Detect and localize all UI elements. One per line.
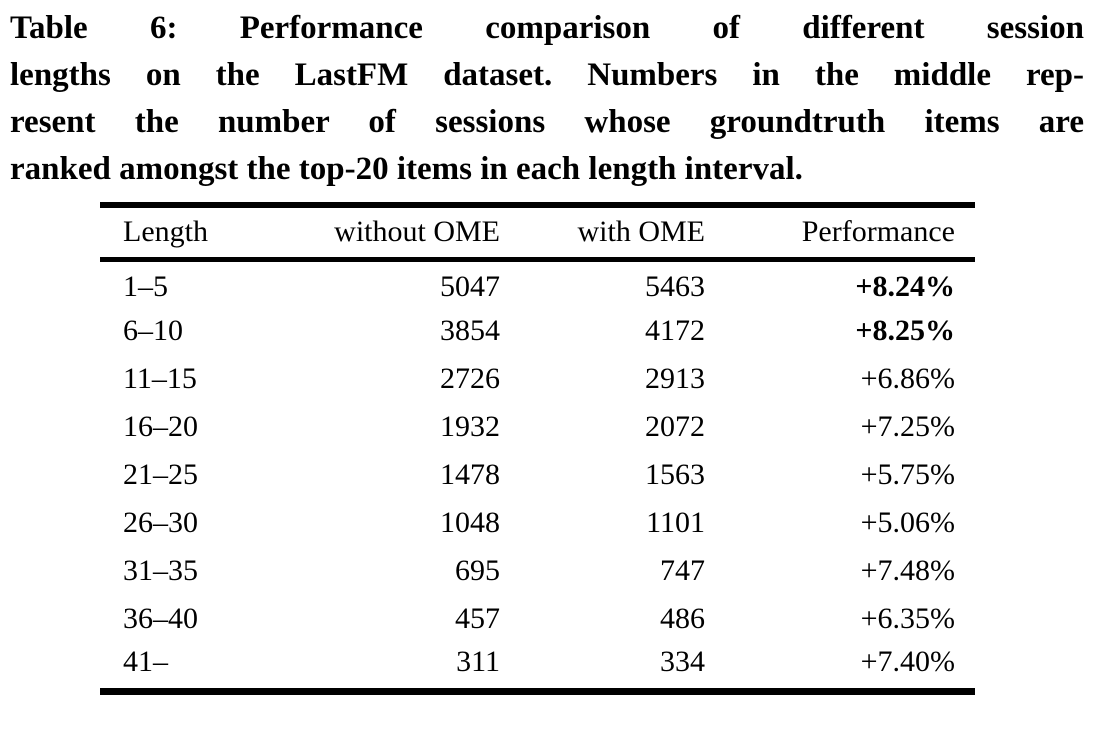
cell-performance: +6.35% xyxy=(860,602,955,635)
table-caption-line-3: resent the number of sessions whose grou… xyxy=(10,104,1084,140)
cell-length: 11–15 xyxy=(123,362,197,395)
cell-performance: +8.24% xyxy=(855,270,955,304)
table-row: 16–20 1932 2072 +7.25% xyxy=(100,403,975,451)
cell-performance: +5.75% xyxy=(860,458,955,491)
table-row: 1–5 5047 5463 +8.24% xyxy=(100,259,975,307)
cell-performance: +7.25% xyxy=(860,410,955,443)
cell-with-ome: 334 xyxy=(660,645,705,679)
table-row: 36–40 457 486 +6.35% xyxy=(100,595,975,643)
column-header-length: Length xyxy=(123,215,208,249)
table-caption-line-4: ranked amongst the top-20 items in each … xyxy=(10,151,803,187)
cell-length: 21–25 xyxy=(123,458,198,491)
table-caption: Table 6: Performance comparison of diffe… xyxy=(10,5,1084,193)
cell-length: 26–30 xyxy=(123,506,198,539)
cell-with-ome: 2913 xyxy=(645,362,705,395)
table-row: 31–35 695 747 +7.48% xyxy=(100,547,975,595)
table-caption-line-2: lengths on the LastFM dataset. Numbers i… xyxy=(10,57,1084,93)
cell-performance: +6.86% xyxy=(860,362,955,395)
cell-performance: +8.25% xyxy=(855,314,955,347)
cell-without-ome: 1478 xyxy=(440,458,500,491)
cell-without-ome: 457 xyxy=(455,602,500,635)
table-row: 26–30 1048 1101 +5.06% xyxy=(100,499,975,547)
cell-without-ome: 311 xyxy=(456,645,500,679)
cell-performance: +5.06% xyxy=(860,506,955,539)
results-table-container: Length without OME with OME Performance … xyxy=(100,202,975,695)
cell-length: 36–40 xyxy=(123,602,198,635)
table-caption-line-1: Table 6: Performance comparison of diffe… xyxy=(10,10,1084,46)
column-header-with-ome: with OME xyxy=(577,215,706,249)
cell-length: 6–10 xyxy=(123,314,183,347)
cell-with-ome: 747 xyxy=(660,554,705,587)
table-header: Length without OME with OME Performance xyxy=(100,205,975,259)
header-row: Length without OME with OME Performance xyxy=(100,205,975,259)
cell-with-ome: 2072 xyxy=(645,410,705,443)
results-table: Length without OME with OME Performance … xyxy=(100,202,975,695)
column-header-without-ome: without OME xyxy=(334,215,500,249)
cell-without-ome: 1048 xyxy=(440,506,500,539)
cell-length: 31–35 xyxy=(123,554,198,587)
cell-without-ome: 1932 xyxy=(440,410,500,443)
cell-with-ome: 1101 xyxy=(646,506,705,539)
column-header-performance: Performance xyxy=(801,215,955,249)
cell-performance: +7.48% xyxy=(860,554,955,587)
cell-length: 41– xyxy=(123,645,168,679)
cell-without-ome: 5047 xyxy=(440,270,500,304)
table-row: 21–25 1478 1563 +5.75% xyxy=(100,451,975,499)
cell-with-ome: 4172 xyxy=(645,314,705,347)
cell-without-ome: 695 xyxy=(455,554,500,587)
cell-with-ome: 5463 xyxy=(645,270,705,304)
table-row: 41– 311 334 +7.40% xyxy=(100,643,975,691)
cell-length: 16–20 xyxy=(123,410,198,443)
cell-with-ome: 486 xyxy=(660,602,705,635)
table-body: 1–5 5047 5463 +8.24% 6–10 3854 4172 +8.25% 11–15… xyxy=(100,259,975,691)
cell-without-ome: 3854 xyxy=(440,314,500,347)
table-row: 6–10 3854 4172 +8.25% xyxy=(100,307,975,355)
cell-performance: +7.40% xyxy=(860,645,955,679)
cell-length: 1–5 xyxy=(123,270,168,304)
table-row: 11–15 2726 2913 +6.86% xyxy=(100,355,975,403)
cell-with-ome: 1563 xyxy=(645,458,705,491)
cell-without-ome: 2726 xyxy=(440,362,500,395)
